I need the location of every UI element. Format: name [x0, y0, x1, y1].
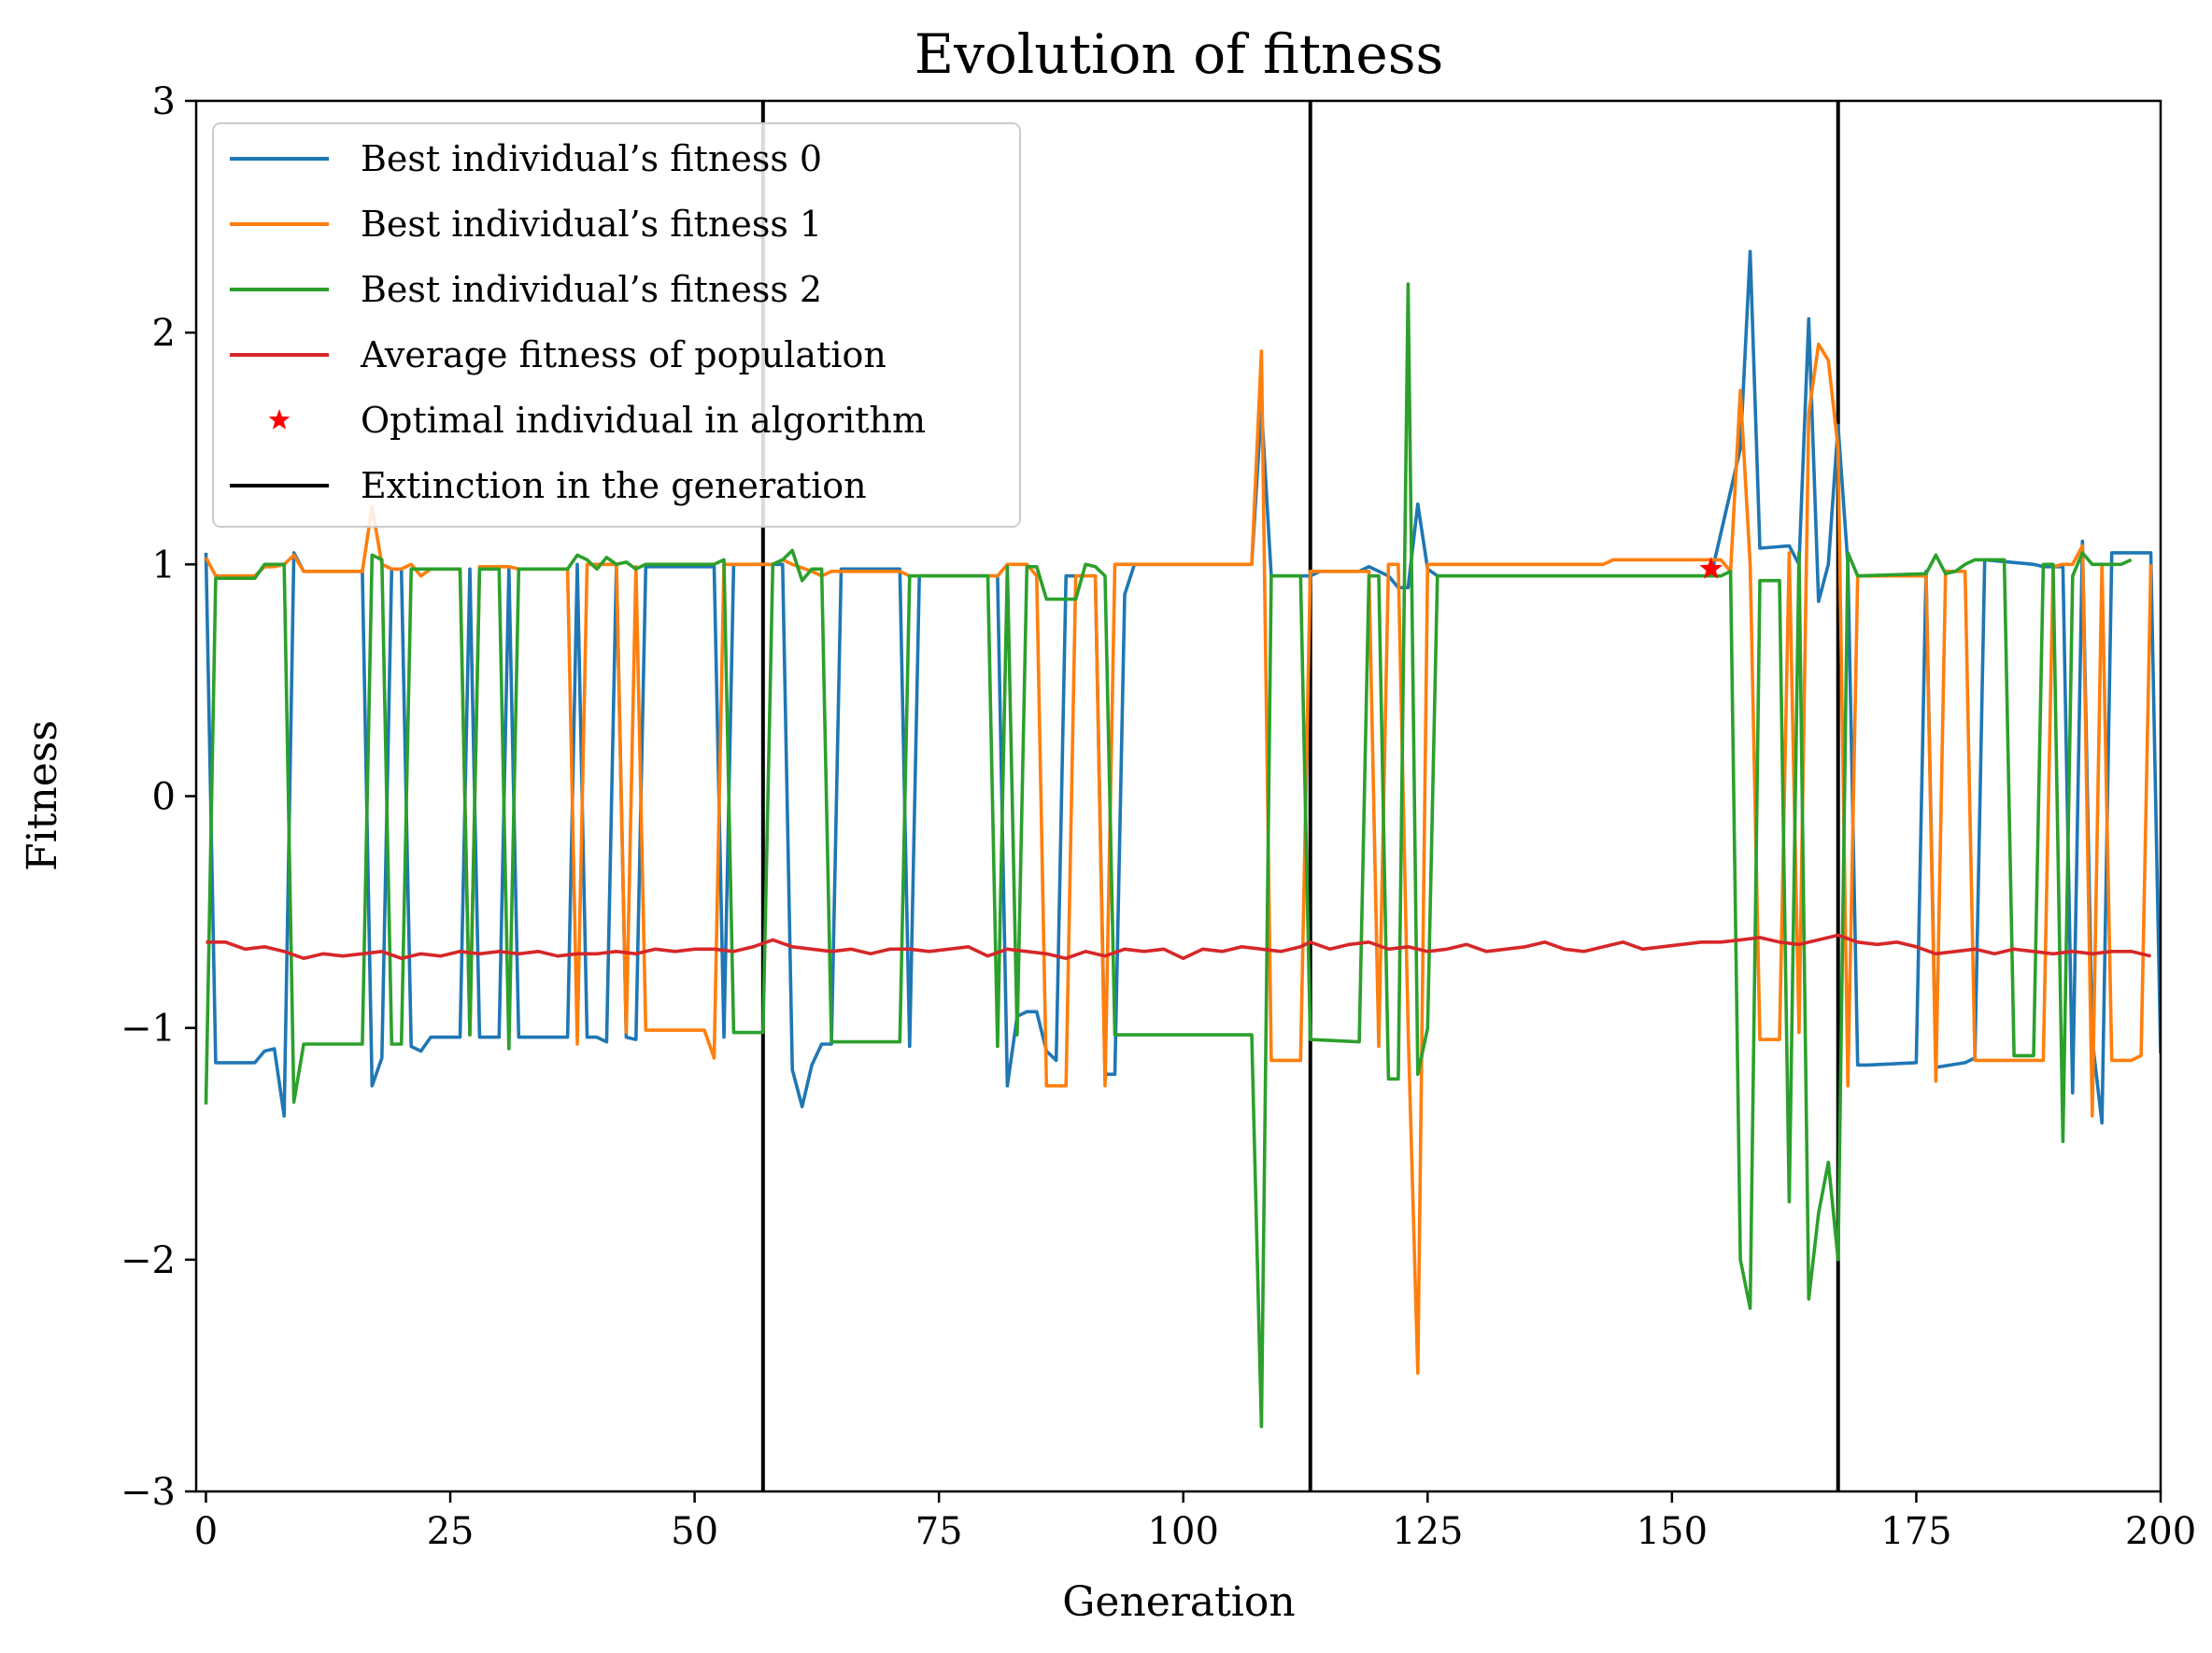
- optimal-markers: [1699, 557, 1723, 579]
- x-tick-label: 0: [194, 1510, 218, 1553]
- x-tick-label: 150: [1637, 1510, 1708, 1553]
- optimal-individual-marker: [1699, 557, 1723, 579]
- x-axis-label: Generation: [1062, 1578, 1295, 1626]
- x-tick-label: 50: [671, 1510, 718, 1553]
- legend-swatch: [268, 409, 291, 430]
- series-line-2: [204, 282, 2133, 1429]
- chart-title: Evolution of fitness: [915, 22, 1444, 86]
- x-tick-label: 75: [915, 1510, 963, 1553]
- y-axis-label: Fitness: [19, 720, 66, 871]
- x-tick-label: 125: [1392, 1510, 1463, 1553]
- x-tick-label: 25: [427, 1510, 475, 1553]
- y-axis-ticks: 3 2 1 0 −1 −2 −3: [121, 80, 196, 1514]
- y-tick-label: −3: [121, 1471, 176, 1514]
- series-lines: [204, 249, 2161, 1429]
- y-tick-label: 1: [152, 544, 176, 586]
- legend: Best individual’s fitness 0 Best individu…: [212, 122, 1021, 528]
- legend-label: Best individual’s fitness 2: [361, 269, 822, 310]
- legend-label: Best individual’s fitness 1: [361, 204, 822, 245]
- y-tick-label: −2: [121, 1239, 176, 1282]
- x-axis-ticks: 0 25 50 75 100 125 150 175 200: [194, 1491, 2196, 1553]
- legend-label: Average fitness of population: [360, 334, 886, 375]
- y-tick-label: −1: [121, 1008, 176, 1051]
- y-tick-label: 3: [152, 80, 176, 123]
- series-line-3: [206, 933, 2151, 960]
- legend-label: Best individual’s fitness 0: [361, 138, 822, 179]
- x-tick-label: 200: [2125, 1510, 2196, 1553]
- legend-box: [212, 122, 1021, 528]
- legend-label: Extinction in the generation: [361, 465, 867, 506]
- legend-label: Optimal individual in algorithm: [361, 400, 926, 441]
- y-tick-label: 2: [152, 312, 176, 355]
- y-tick-label: 0: [152, 776, 176, 819]
- x-tick-label: 175: [1880, 1510, 1951, 1553]
- x-tick-label: 100: [1148, 1510, 1219, 1553]
